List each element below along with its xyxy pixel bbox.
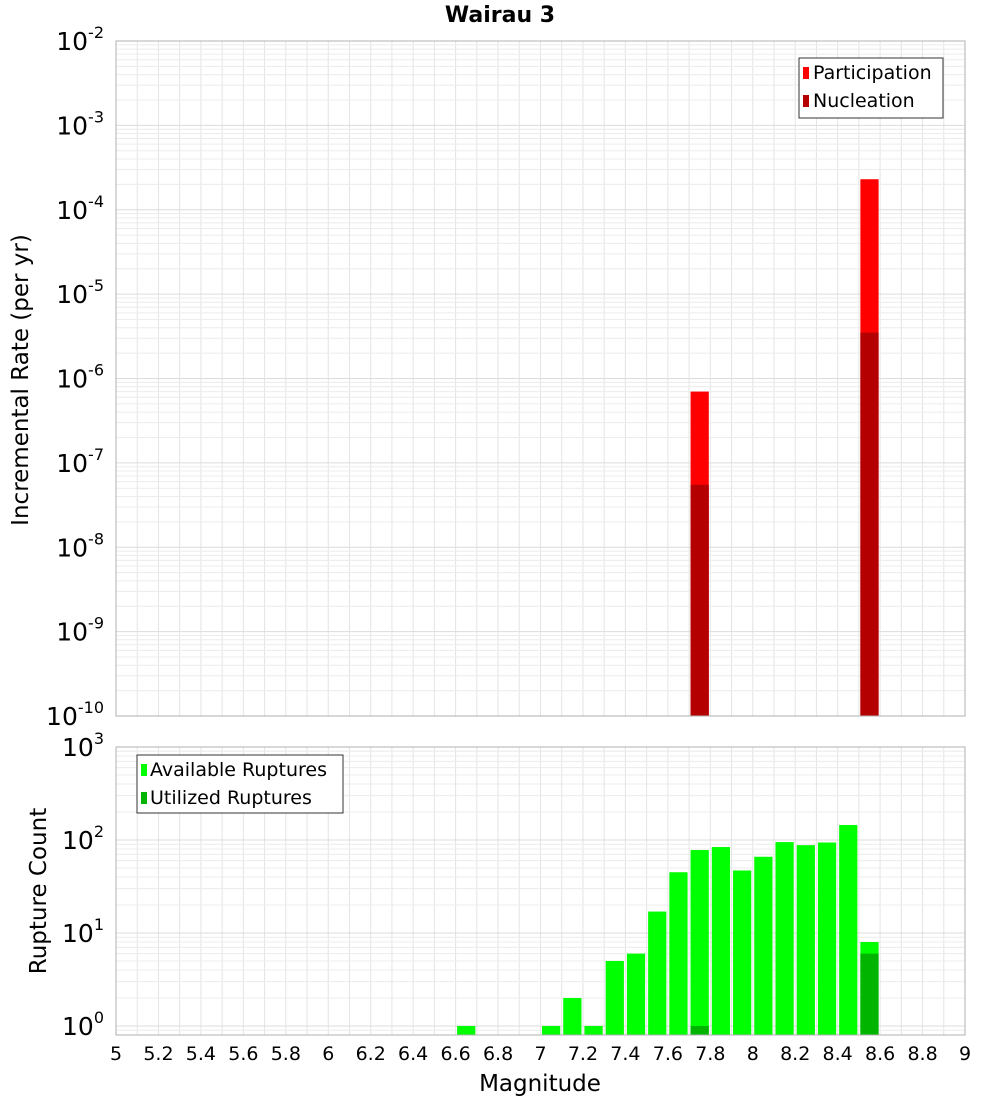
count-bar-available-ruptures <box>605 960 624 1035</box>
bottom-y-tick-label: 103 <box>62 729 104 762</box>
x-tick-label: 6.2 <box>356 1043 386 1065</box>
count-bar-available-ruptures <box>669 872 688 1035</box>
count-bar-available-ruptures <box>542 1025 561 1035</box>
x-tick-label: 6.6 <box>440 1043 470 1065</box>
rate-bar-nucleation <box>690 484 709 716</box>
bars-bottom <box>457 824 879 1035</box>
count-bar-available-ruptures <box>457 1025 476 1035</box>
bars-top <box>690 179 879 716</box>
grid-top <box>115 40 966 717</box>
legend-bottom: Available Ruptures Utilized Ruptures <box>136 754 344 814</box>
count-bar-available-ruptures <box>775 842 794 1035</box>
x-tick-label: 5.4 <box>186 1043 216 1065</box>
x-axis-label: Magnitude <box>479 1071 601 1097</box>
top-y-tick-label: 10-10 <box>46 698 104 731</box>
chart-title: Wairau 3 <box>445 3 555 28</box>
x-tick-labels: 5 5.2 5.4 5.6 5.8 6 6.2 6.4 6.6 6.8 7 7.2 7.4 7.6 7.8 8… <box>110 1043 971 1065</box>
top-y-tick-label: 10-9 <box>56 614 104 647</box>
top-y-tick-label: 10-5 <box>56 276 104 309</box>
top-y-tick-label: 10-6 <box>56 361 104 394</box>
x-tick-label: 8.8 <box>907 1043 937 1065</box>
legend-swatch-nucleation <box>803 95 809 107</box>
x-tick-label: 6.4 <box>398 1043 428 1065</box>
count-bar-available-ruptures <box>817 842 837 1035</box>
count-bar-available-ruptures <box>796 845 815 1035</box>
x-tick-label: 8.6 <box>865 1043 895 1065</box>
top-y-tick-label: 10-3 <box>56 107 104 140</box>
count-bar-utilized-ruptures <box>860 953 879 1035</box>
legend-swatch-available <box>141 764 147 776</box>
count-bar-available-ruptures <box>733 870 752 1035</box>
legend-label-nucleation: Nucleation <box>813 90 915 112</box>
count-bar-available-ruptures <box>563 997 582 1035</box>
legend-top-box <box>798 57 944 119</box>
count-bar-available-ruptures <box>626 953 646 1035</box>
top-y-tick-label: 10-7 <box>56 445 104 478</box>
legend-bottom-box <box>136 754 344 814</box>
x-tick-label: 8 <box>747 1043 759 1065</box>
x-tick-label: 5.6 <box>228 1043 258 1065</box>
plot-frame-bottom <box>115 746 966 1036</box>
count-bar-utilized-ruptures <box>690 1025 709 1035</box>
top-y-tick-label: 10-2 <box>56 23 104 56</box>
y-axis-label-bottom: Rupture Count <box>26 808 52 974</box>
top-y-tick-label: 10-4 <box>56 192 104 225</box>
x-tick-label: 7.2 <box>568 1043 598 1065</box>
legend-label-available: Available Ruptures <box>150 759 327 781</box>
x-tick-label: 5.2 <box>143 1043 173 1065</box>
count-bar-available-ruptures <box>839 824 858 1035</box>
x-tick-label: 7 <box>534 1043 546 1065</box>
bottom-y-tick-label: 100 <box>62 1008 104 1041</box>
count-bar-available-ruptures <box>711 847 731 1035</box>
rate-bar-nucleation <box>860 332 879 716</box>
x-tick-label: 5 <box>110 1043 122 1065</box>
bottom-y-tick-label: 102 <box>62 822 104 855</box>
y-axis-label-top: Incremental Rate (per yr) <box>8 234 34 526</box>
y-tick-labels-bottom: 100 101 102 103 <box>62 729 104 1041</box>
count-bar-available-ruptures <box>648 911 667 1035</box>
count-bar-available-ruptures <box>754 856 773 1035</box>
x-tick-label: 8.2 <box>780 1043 810 1065</box>
count-bar-available-ruptures <box>584 1025 603 1035</box>
y-tick-labels-top: 10-10 10-9 10-8 10-7 10-6 10-5 10-4 10-3 10-2 <box>46 23 104 731</box>
x-tick-label: 6 <box>322 1043 334 1065</box>
legend-swatch-utilized <box>141 792 147 804</box>
bottom-y-tick-label: 101 <box>62 915 104 948</box>
x-tick-label: 8.4 <box>823 1043 853 1065</box>
count-bar-available-ruptures <box>690 850 709 1035</box>
legend-label-participation: Participation <box>813 62 932 84</box>
x-tick-label: 7.4 <box>610 1043 640 1065</box>
legend-top: Participation Nucleation <box>798 57 944 119</box>
top-y-tick-label: 10-8 <box>56 529 104 562</box>
x-tick-label: 7.8 <box>695 1043 725 1065</box>
x-tick-label: 7.6 <box>653 1043 683 1065</box>
x-tick-label: 9 <box>959 1043 971 1065</box>
legend-label-utilized: Utilized Ruptures <box>150 787 312 809</box>
x-tick-label: 6.8 <box>483 1043 513 1065</box>
plot-frame-top <box>115 40 966 717</box>
x-tick-label: 5.8 <box>271 1043 301 1065</box>
legend-swatch-participation <box>803 67 809 79</box>
